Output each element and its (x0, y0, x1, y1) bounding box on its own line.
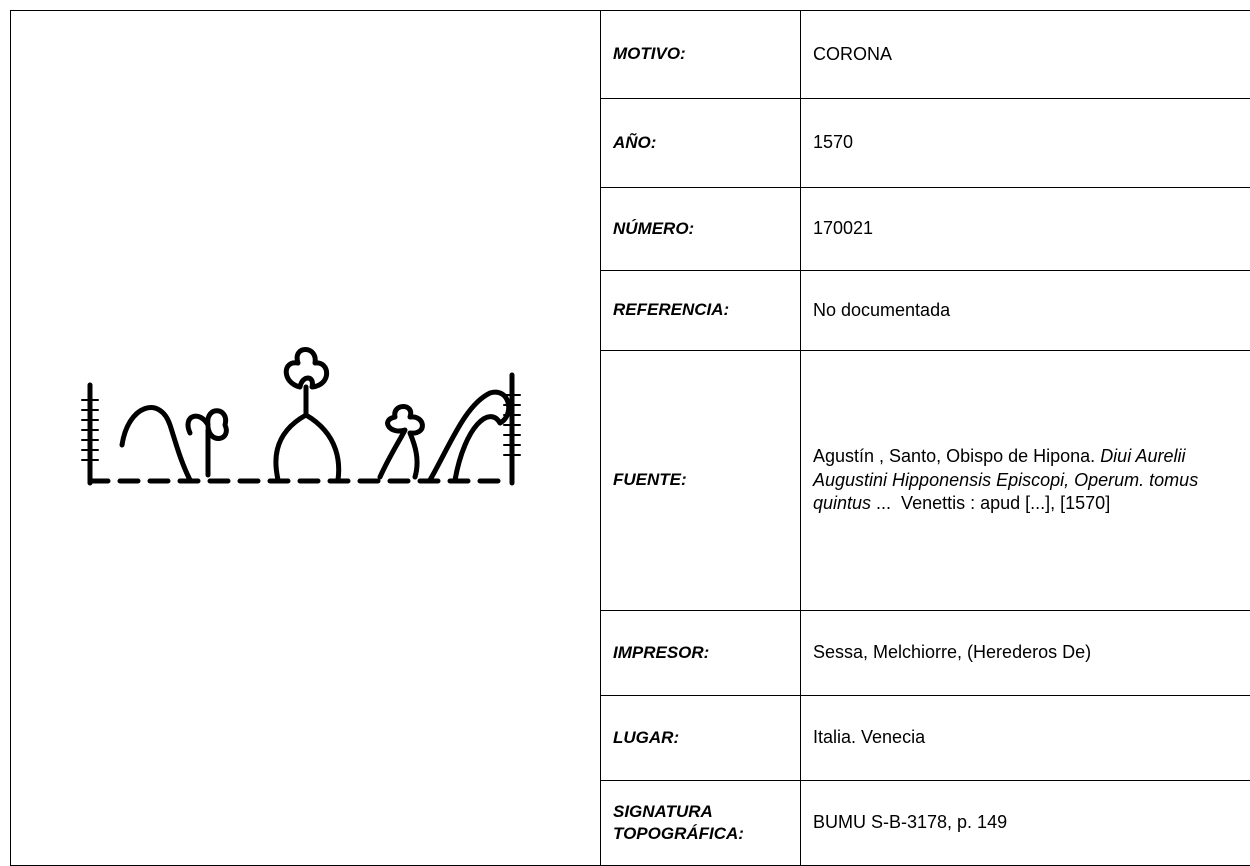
field-value: CORONA (801, 11, 1250, 99)
field-label: MOTIVO: (601, 11, 801, 99)
watermark-drawing (70, 345, 530, 505)
field-value: Sessa, Melchiorre, (Herederos De) (801, 611, 1250, 696)
value-segment: Agustín , Santo, Obispo de Hipona. (813, 446, 1100, 466)
field-value: 1570 (801, 99, 1250, 188)
value-segment: ... Venettis : apud [...], [1570] (871, 493, 1110, 513)
field-label: SIGNATURA TOPOGRÁFICA: (601, 781, 801, 866)
field-label: IMPRESOR: (601, 611, 801, 696)
table-row: MOTIVO:CORONA (11, 11, 1250, 99)
field-value: Italia. Venecia (801, 696, 1250, 781)
field-label: NÚMERO: (601, 188, 801, 271)
field-label: FUENTE: (601, 351, 801, 611)
field-value: BUMU S-B-3178, p. 149 (801, 781, 1250, 866)
field-label: REFERENCIA: (601, 271, 801, 351)
field-value: No documentada (801, 271, 1250, 351)
field-value: Agustín , Santo, Obispo de Hipona. Diui … (801, 351, 1250, 611)
field-value: 170021 (801, 188, 1250, 271)
field-label: LUGAR: (601, 696, 801, 781)
field-label: AÑO: (601, 99, 801, 188)
